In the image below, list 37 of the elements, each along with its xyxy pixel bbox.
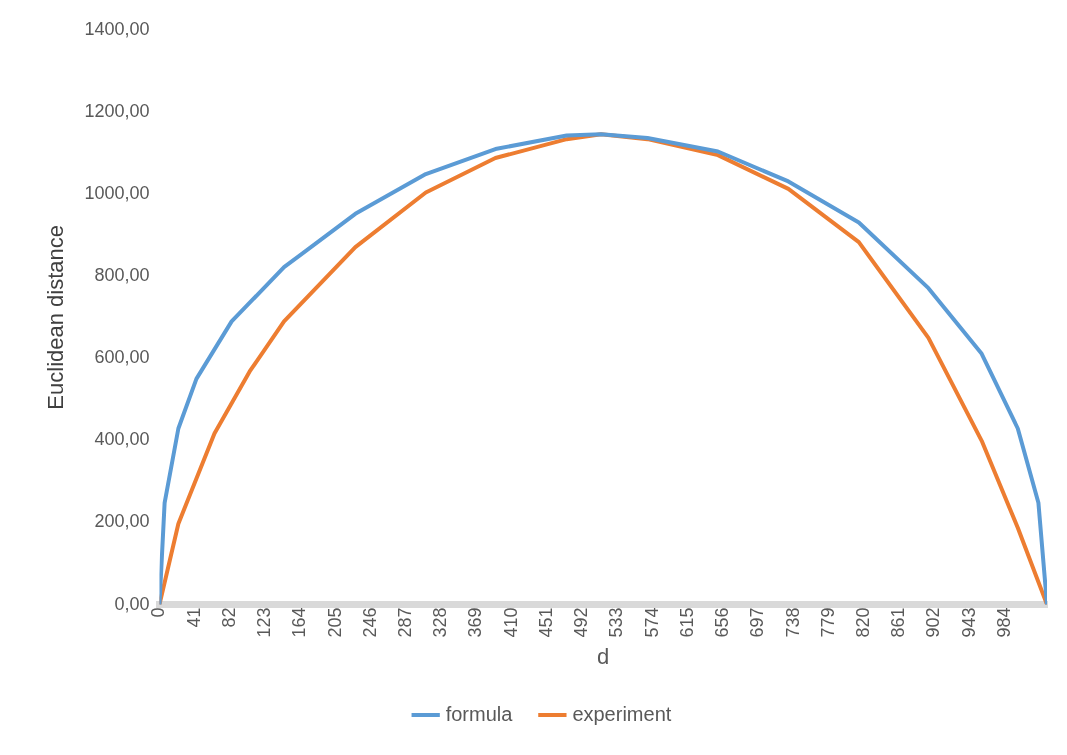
x-tick-label: 123: [254, 607, 275, 638]
x-tick-label: 287: [395, 607, 416, 638]
x-tick-label: 984: [993, 607, 1014, 638]
x-tick-label: 410: [500, 607, 521, 638]
x-tick-label: 697: [747, 607, 768, 638]
y-tick-label: 600,00: [94, 347, 150, 368]
x-tick-label: 738: [782, 607, 803, 638]
y-tick-label: 1000,00: [84, 183, 150, 204]
y-tick-label: 400,00: [94, 429, 150, 450]
x-tick-label: 451: [535, 607, 556, 638]
legend-label: formula: [445, 702, 514, 725]
x-tick-label: 164: [289, 607, 310, 638]
x-tick-label: 943: [958, 607, 979, 638]
x-tick-label: 246: [359, 607, 380, 638]
legend-label: experiment: [572, 702, 672, 725]
y-tick-label: 1200,00: [84, 101, 150, 122]
x-tick-label: 82: [218, 607, 239, 628]
x-tick-label: 902: [923, 607, 944, 638]
x-tick-label: 779: [817, 607, 838, 638]
x-tick-label: 205: [324, 607, 345, 638]
y-axis-title: Euclidean distance: [43, 224, 69, 410]
x-tick-label: 41: [183, 607, 204, 628]
x-tick-label: 369: [465, 607, 486, 638]
y-tick-label: 800,00: [94, 265, 150, 286]
y-tick-label: 200,00: [94, 511, 150, 532]
x-tick-label: 533: [606, 607, 627, 638]
y-tick-label: 0,00: [114, 593, 150, 614]
x-tick-label: 328: [430, 607, 451, 638]
x-axis-title: d: [597, 643, 610, 669]
x-tick-label: 492: [571, 607, 592, 638]
y-tick-label: 1400,00: [84, 18, 150, 39]
x-tick-label: 0: [148, 607, 169, 618]
x-tick-label: 656: [712, 607, 733, 638]
x-tick-label: 820: [852, 607, 873, 638]
x-tick-label: 861: [888, 607, 909, 638]
x-tick-label: 574: [641, 607, 662, 638]
x-tick-label: 615: [676, 607, 697, 638]
